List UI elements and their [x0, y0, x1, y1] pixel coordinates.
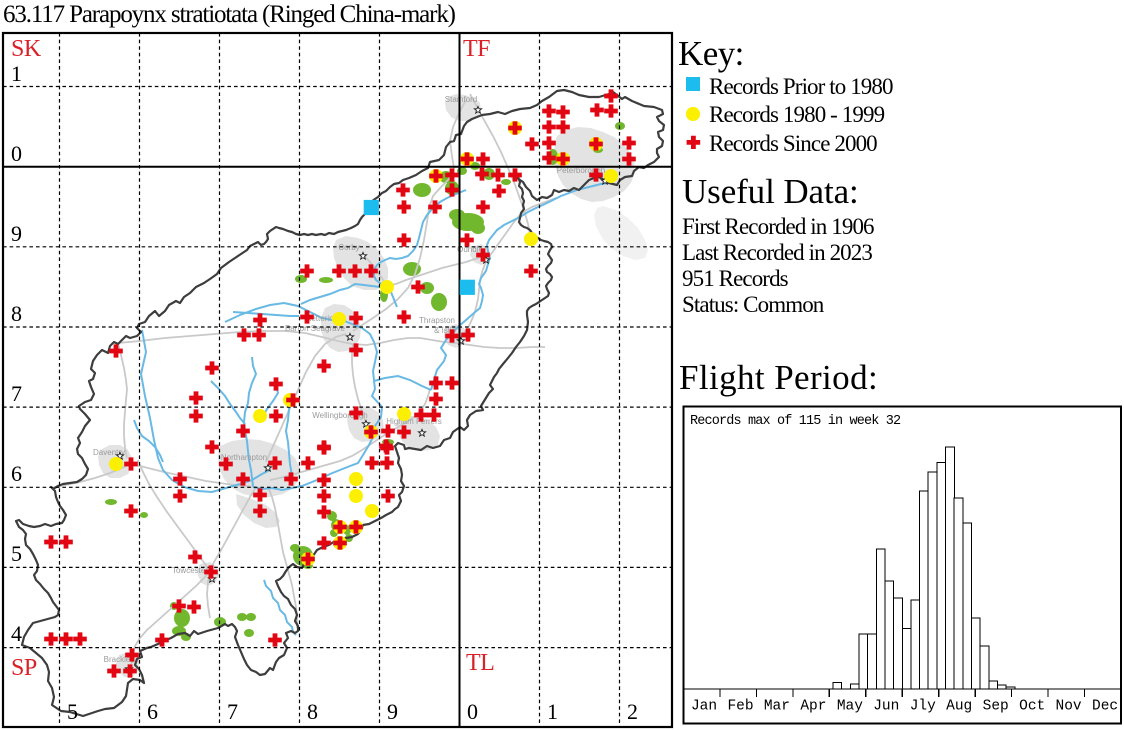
svg-text:Higham Ferrers: Higham Ferrers	[386, 417, 442, 426]
svg-text:Sep: Sep	[983, 699, 1009, 715]
svg-text:1: 1	[11, 61, 22, 86]
svg-text:8: 8	[307, 699, 318, 724]
svg-text:7: 7	[11, 381, 22, 406]
svg-text:Oundle: Oundle	[457, 245, 483, 254]
svg-text:Jan: Jan	[691, 699, 717, 715]
svg-text:Nov: Nov	[1056, 699, 1082, 715]
svg-text:0: 0	[467, 699, 478, 724]
svg-text:Jly: Jly	[910, 699, 936, 715]
svg-text:Towcester: Towcester	[172, 566, 208, 575]
svg-text:2: 2	[627, 699, 638, 724]
svg-text:0: 0	[11, 141, 22, 166]
svg-text:7: 7	[227, 699, 238, 724]
svg-text:May: May	[837, 699, 863, 715]
svg-text:9: 9	[11, 221, 22, 246]
svg-text:Corby: Corby	[338, 243, 359, 252]
svg-text:SP: SP	[11, 655, 37, 681]
svg-text:Peterborough: Peterborough	[557, 166, 605, 175]
svg-text:6: 6	[11, 461, 22, 486]
svg-text:4: 4	[11, 621, 22, 646]
svg-text:5: 5	[11, 541, 22, 566]
svg-text:Jun: Jun	[873, 699, 899, 715]
svg-text:Feb: Feb	[727, 699, 753, 715]
svg-text:8: 8	[11, 301, 22, 326]
svg-text:5: 5	[67, 699, 78, 724]
svg-text:1: 1	[547, 699, 558, 724]
svg-text:Thrapston: Thrapston	[419, 316, 455, 325]
svg-text:Dec: Dec	[1092, 699, 1118, 715]
svg-text:TL: TL	[466, 650, 494, 676]
svg-text:Stamford: Stamford	[445, 95, 477, 104]
svg-text:Kettering: Kettering	[306, 314, 338, 323]
svg-text:Oct: Oct	[1019, 699, 1045, 715]
svg-text:Daventry: Daventry	[93, 448, 125, 457]
svg-text:Brackley: Brackley	[104, 655, 135, 664]
svg-text:Apr: Apr	[800, 699, 826, 715]
svg-text:& Islip: & Islip	[434, 326, 456, 335]
svg-text:6: 6	[147, 699, 158, 724]
svg-text:Aug: Aug	[946, 699, 972, 715]
svg-text:SK: SK	[11, 36, 42, 62]
svg-text:Wellingborough: Wellingborough	[312, 411, 367, 420]
svg-text:Mar: Mar	[764, 699, 790, 715]
svg-text:TF: TF	[463, 36, 490, 62]
svg-text:9: 9	[387, 699, 398, 724]
svg-text:Barton Seagrave: Barton Seagrave	[285, 324, 346, 333]
svg-text:Records max of 115 in week 32: Records max of 115 in week 32	[690, 414, 901, 429]
svg-text:Northampton: Northampton	[221, 453, 267, 462]
